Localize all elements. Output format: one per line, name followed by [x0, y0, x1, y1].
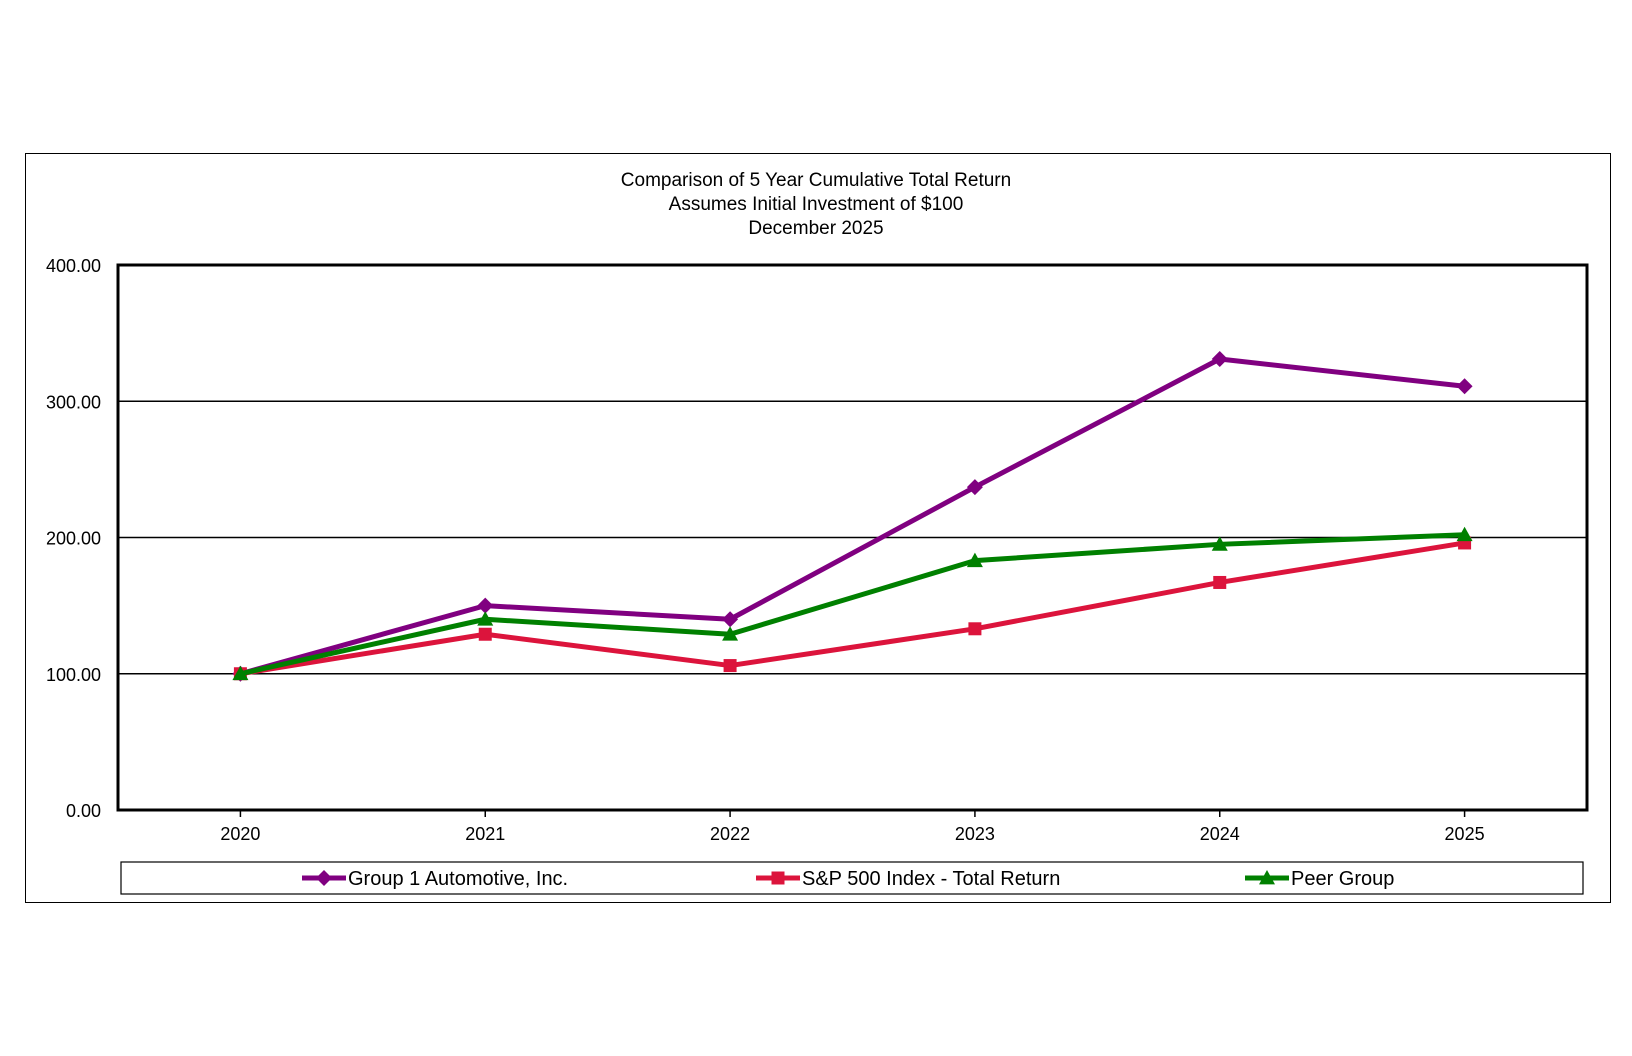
x-axis: 2020 2021 2022 2023 2024 2025	[220, 810, 1485, 844]
y-tick-label: 300.00	[46, 392, 101, 412]
x-tick-label: 2024	[1200, 824, 1240, 844]
legend-marker	[771, 871, 785, 885]
legend-marker	[1259, 870, 1275, 885]
legend-label: S&P 500 Index - Total Return	[802, 868, 1060, 890]
data-point	[1456, 526, 1473, 542]
series-3	[232, 526, 1473, 681]
legend-label: Group 1 Automotive, Inc.	[348, 868, 568, 890]
series-line	[240, 540, 1465, 677]
x-tick-label: 2020	[220, 824, 260, 844]
data-point	[722, 611, 739, 628]
title-line-3: December 2025	[748, 218, 883, 239]
legend	[120, 861, 1584, 895]
x-tick-label: 2022	[710, 824, 750, 844]
data-point	[722, 626, 739, 641]
data-point	[232, 665, 249, 681]
legend-entries: Group 1 Automotive, Inc. S&P 500 Index - …	[302, 868, 1394, 890]
x-tick-label: 2023	[955, 824, 995, 844]
chart-frame	[25, 153, 1611, 903]
series-line	[239, 356, 1465, 677]
data-point	[966, 479, 983, 496]
legend-entry: Group 1 Automotive, Inc.	[302, 868, 568, 890]
series-line	[239, 532, 1465, 677]
y-tick-label: 400.00	[46, 256, 101, 276]
series	[232, 351, 1473, 682]
plot-area	[116, 263, 1589, 812]
data-point	[1456, 378, 1473, 395]
x-tick-label: 2025	[1445, 824, 1485, 844]
y-tick-label: 0.00	[66, 801, 101, 821]
data-point	[478, 627, 492, 641]
data-point	[968, 622, 982, 636]
data-point	[1211, 536, 1228, 551]
y-axis: 0.00 100.00 200.00 300.00 400.00	[46, 256, 101, 821]
legend-marker	[316, 870, 332, 886]
y-tick-label: 100.00	[46, 665, 101, 685]
title-line-2: Assumes Initial Investment of $100	[669, 194, 964, 215]
legend-label: Peer Group	[1291, 868, 1394, 890]
data-point	[477, 611, 494, 626]
data-point	[477, 597, 494, 614]
y-tick-label: 200.00	[46, 529, 101, 549]
legend-entry: S&P 500 Index - Total Return	[756, 868, 1060, 890]
chart-title: Comparison of 5 Year Cumulative Total Re…	[621, 170, 1011, 239]
data-point	[1211, 351, 1228, 368]
data-point	[1213, 575, 1227, 589]
title-line-1: Comparison of 5 Year Cumulative Total Re…	[621, 170, 1011, 191]
data-point	[723, 659, 737, 673]
x-tick-label: 2021	[465, 824, 505, 844]
series-2	[233, 536, 1472, 681]
legend-entry: Peer Group	[1245, 868, 1394, 890]
data-point	[966, 552, 983, 568]
